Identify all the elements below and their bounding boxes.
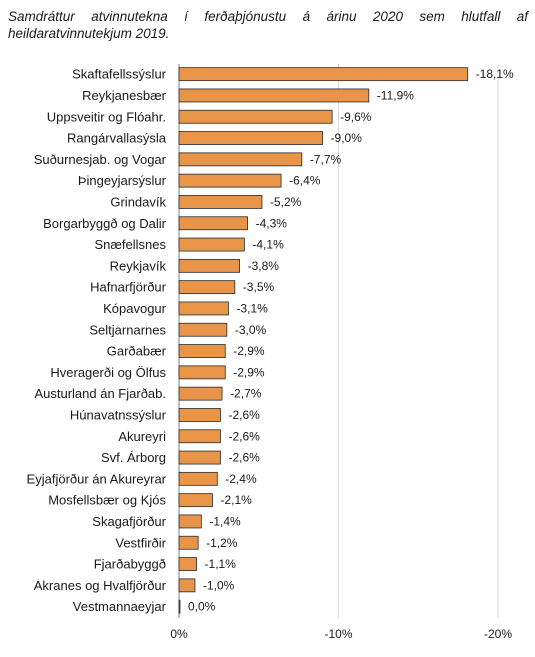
bar — [178, 88, 370, 103]
category-label: Hafnarfjörður — [90, 280, 167, 295]
bar — [178, 322, 228, 337]
category-label: Rangárvallasýsla — [67, 131, 167, 146]
category-label: Snæfellsnes — [94, 237, 166, 252]
category-label: Reykjavík — [110, 258, 167, 273]
bar — [178, 599, 181, 614]
data-label: -4,1% — [252, 238, 284, 252]
category-label: Hveragerði og Ölfus — [50, 365, 166, 380]
bar — [178, 237, 245, 252]
data-label: -7,7% — [310, 152, 342, 166]
bar — [178, 67, 469, 82]
data-label: -1,4% — [209, 514, 241, 528]
data-label: -2,9% — [233, 344, 265, 358]
category-label: Suðurnesjab. og Vogar — [34, 152, 167, 167]
category-label: Vestmannaeyjar — [73, 599, 167, 614]
category-label: Akureyri — [118, 429, 166, 444]
data-label: -2,7% — [230, 387, 262, 401]
bar — [178, 471, 218, 486]
bar — [178, 216, 248, 231]
data-label: -2,6% — [228, 408, 260, 422]
category-label: Borgarbyggð og Dalir — [43, 216, 167, 231]
category-labels: Skaftafellssýslur Reykjanesbær Uppsveitir … — [27, 67, 167, 615]
category-label: Reykjanesbær — [82, 88, 166, 103]
data-label: -4,3% — [256, 216, 288, 230]
bar — [178, 280, 236, 295]
category-label: Austurland án Fjarðab. — [34, 386, 166, 401]
data-label: 0,0% — [188, 600, 216, 614]
category-label: Eyjafjörður án Akureyrar — [27, 471, 167, 486]
data-label: -2,6% — [228, 429, 260, 443]
bar — [178, 258, 241, 273]
bar — [178, 173, 282, 188]
bars — [178, 67, 469, 614]
category-label: Seltjarnarnes — [89, 322, 166, 337]
category-label: Garðabær — [107, 344, 167, 359]
data-label: -11,9% — [377, 88, 414, 102]
data-label: -9,6% — [340, 110, 372, 124]
data-label: -1,2% — [206, 536, 238, 550]
value-labels: -18,1% -11,9% -9,6% -9,0% -7,7% -6,4% -5,2% -4,… — [188, 67, 514, 614]
data-label: -2,4% — [225, 472, 257, 486]
category-label: Fjarðabyggð — [94, 557, 166, 572]
bar — [178, 195, 263, 209]
category-label: Grindavík — [110, 194, 166, 209]
x-tick-label: -20% — [484, 627, 512, 641]
category-label: Skagafjörður — [92, 514, 166, 529]
x-tick-label: -10% — [324, 627, 352, 641]
category-label: Akranes og Hvalfjörður — [34, 578, 167, 593]
category-label: Kópavogur — [103, 301, 167, 316]
x-tick-label: 0% — [170, 627, 188, 641]
data-label: -3,1% — [236, 301, 268, 315]
bar — [178, 152, 303, 167]
bar — [178, 557, 197, 571]
data-label: -5,2% — [270, 195, 302, 209]
bar — [178, 408, 221, 422]
data-label: -1,1% — [205, 557, 237, 571]
category-label: Uppsveitir og Flóahr. — [47, 109, 166, 124]
bar — [178, 386, 223, 401]
category-label: Mosfellsbær og Kjós — [48, 493, 166, 508]
x-axis-tick-labels: 0% -10% -20% — [170, 627, 512, 641]
category-label: Vestfirðir — [115, 535, 166, 550]
bar — [178, 493, 213, 508]
bar — [178, 109, 333, 124]
bar — [178, 301, 229, 316]
data-label: -1,0% — [203, 578, 235, 592]
bar — [178, 450, 221, 465]
bar — [178, 131, 323, 145]
chart-title: Samdráttur atvinnutekna í ferðaþjónustu … — [8, 9, 528, 41]
data-label: -6,4% — [289, 174, 321, 188]
bar — [178, 578, 196, 593]
data-label: -2,6% — [228, 451, 260, 465]
data-label: -2,1% — [220, 493, 252, 507]
data-label: -9,0% — [331, 131, 363, 145]
category-label: Húnavatnssýslur — [70, 407, 167, 422]
data-label: -2,9% — [233, 365, 265, 379]
category-label: Skaftafellssýslur — [72, 67, 167, 82]
bar — [178, 535, 199, 550]
bar — [178, 344, 226, 358]
bar — [178, 514, 202, 529]
category-label: Þingeyjarsýslur — [78, 173, 167, 188]
data-label: -3,0% — [235, 323, 267, 337]
data-label: -18,1% — [476, 67, 514, 81]
data-label: -3,5% — [243, 280, 275, 294]
bar — [178, 429, 221, 444]
data-label: -3,8% — [248, 259, 280, 273]
bar — [178, 365, 226, 380]
category-label: Svf. Árborg — [101, 450, 166, 465]
